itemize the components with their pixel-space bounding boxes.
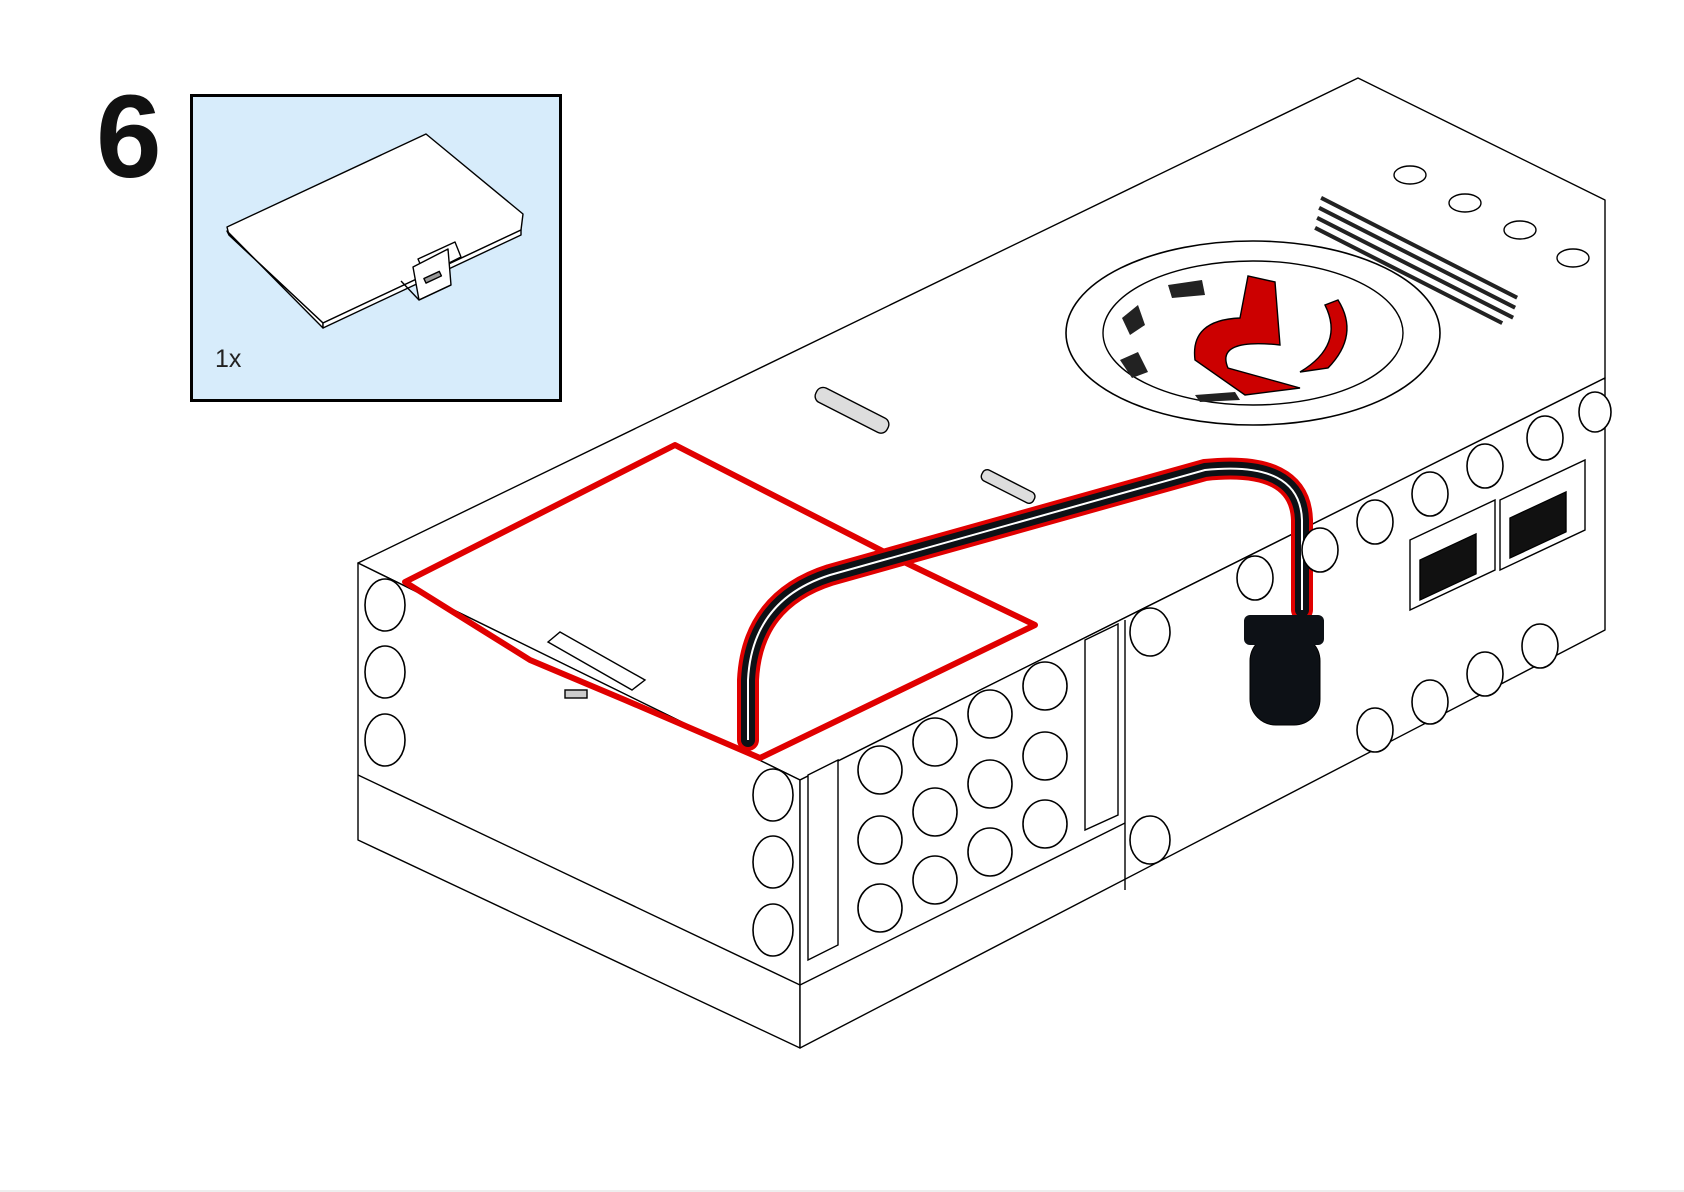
port-icon	[1409, 458, 1586, 612]
part-quantity: 1x	[215, 345, 242, 373]
speaker-grille-icon	[1314, 195, 1519, 325]
cable-icon	[737, 457, 1313, 751]
connector-plug-icon	[1244, 615, 1324, 726]
button-icon	[1065, 240, 1441, 426]
battery-cover-icon	[226, 133, 524, 329]
page-bottom-strip	[0, 1190, 1684, 1192]
step-number: 6	[96, 71, 162, 203]
parts-callout: 1x	[190, 94, 562, 402]
battery-cover-highlight	[402, 442, 1038, 761]
